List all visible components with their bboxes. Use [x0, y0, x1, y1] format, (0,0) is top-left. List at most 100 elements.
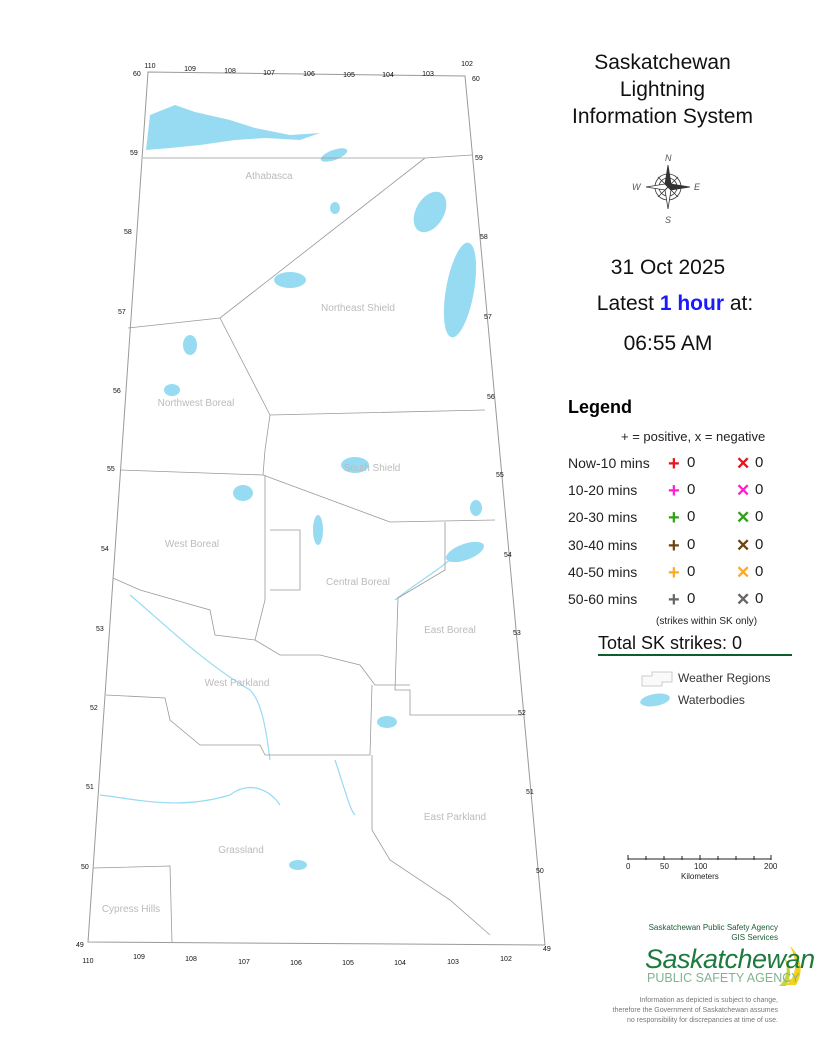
positive-strike-icon: + [668, 507, 680, 530]
page-title: Saskatchewan Lightning Information Syste… [540, 49, 785, 130]
region-label: Northwest Boreal [158, 398, 235, 409]
lon-label: 106 [303, 71, 315, 78]
negative-count: 0 [755, 535, 764, 553]
positive-count: 0 [687, 481, 696, 499]
region-label: Athabasca [245, 171, 293, 182]
title-line: Information System [572, 105, 753, 128]
latest-period: Latest 1 hour at: [545, 292, 805, 316]
lon-label: 109 [133, 954, 145, 961]
logo-main: Saskatchewan [645, 944, 815, 974]
lat-label: 51 [526, 789, 534, 796]
negative-strike-icon: ✕ [736, 481, 751, 501]
legend-row-label: 40-50 mins [568, 563, 638, 580]
negative-count: 0 [755, 590, 764, 607]
region-label: South Shield [344, 463, 401, 474]
compass-rose-icon: N W E S [632, 153, 701, 225]
region-label: West Boreal [165, 539, 219, 550]
region-label: East Parkland [424, 812, 486, 823]
region-label: East Boreal [424, 625, 476, 636]
positive-strike-icon: + [668, 534, 680, 557]
lon-label: 108 [185, 956, 197, 963]
agency-credit: Saskatchewan Public Safety Agency GIS Se… [649, 923, 778, 943]
region-label: Grassland [218, 845, 264, 856]
logo-sub: PUBLIC SAFETY AGENCY [647, 971, 800, 985]
agency-name: Saskatchewan Public Safety Agency [648, 923, 778, 932]
legend-key: + = positive, x = negative [621, 429, 766, 444]
lat-label: 59 [130, 150, 138, 157]
positive-strike-icon: + [668, 480, 680, 503]
total-strikes: Total SK strikes: 0 [598, 633, 792, 656]
waterbodies-label: Waterbodies [678, 693, 745, 707]
agency-dept: GIS Services [731, 933, 778, 942]
scale-tick: 100 [694, 862, 708, 871]
lat-label: 49 [543, 946, 551, 953]
lon-label: 105 [343, 72, 355, 79]
lat-labels: 60 59 58 57 56 55 54 53 52 51 50 49 60 5… [76, 71, 551, 953]
positive-count: 0 [687, 590, 696, 607]
scale-tick: 200 [764, 862, 778, 871]
lon-label: 106 [290, 960, 302, 967]
lon-label: 108 [224, 68, 236, 75]
weather-regions-swatch-icon [641, 671, 673, 687]
legend-row-label: 20-30 mins [568, 509, 638, 526]
negative-strike-icon: ✕ [736, 454, 751, 473]
positive-count: 0 [687, 562, 696, 580]
lon-label: 110 [144, 63, 155, 70]
lon-label: 104 [382, 72, 394, 79]
agency-logo-icon [779, 946, 801, 986]
negative-count: 0 [755, 562, 764, 580]
latest-prefix: Latest [596, 292, 660, 315]
lat-label: 52 [518, 710, 526, 717]
lat-label: 52 [90, 705, 98, 712]
lat-label: 55 [107, 466, 115, 473]
svg-text:E: E [694, 182, 701, 192]
lat-label: 51 [86, 784, 94, 791]
waterbodies-swatch-icon [640, 693, 670, 707]
lat-label: 60 [133, 71, 141, 78]
lat-label: 50 [536, 868, 544, 875]
disclaimer-line: therefore the Government of Saskatchewan… [612, 1007, 778, 1014]
negative-strike-icon: ✕ [736, 562, 751, 582]
lon-label: 102 [461, 61, 473, 68]
weather-region-boundaries [92, 154, 522, 943]
rivers [99, 554, 456, 816]
lat-label: 54 [504, 552, 512, 559]
lat-label: 55 [496, 472, 504, 479]
scale-unit: Kilometers [681, 872, 719, 881]
lat-label: 56 [113, 388, 121, 395]
lon-label: 102 [500, 956, 512, 963]
lon-label: 103 [422, 71, 434, 78]
negative-strike-icon: ✕ [736, 508, 751, 528]
disclaimer-line: no responsibility for discrepancies at t… [627, 1017, 778, 1024]
region-label: West Parkland [205, 678, 270, 689]
negative-count: 0 [755, 481, 764, 499]
positive-strike-icon: + [668, 561, 680, 584]
region-labels: Athabasca Northeast Shield Northwest Bor… [102, 171, 486, 915]
lat-label: 49 [76, 942, 84, 949]
lat-label: 57 [118, 309, 126, 316]
positive-count: 0 [687, 454, 696, 471]
legend-row-label: 30-40 mins [568, 536, 638, 553]
svg-text:N: N [665, 153, 672, 163]
svg-text:W: W [632, 182, 642, 192]
time: 06:55 AM [623, 332, 713, 355]
region-label: Cypress Hills [102, 904, 160, 915]
legend-row-label: 10-20 mins [568, 482, 638, 499]
lat-label: 54 [101, 546, 109, 553]
disclaimer: Information as depicted is subject to ch… [613, 996, 778, 1026]
lat-label: 58 [480, 234, 488, 241]
svg-text:S: S [665, 215, 671, 225]
lon-labels: 110 109 108 107 106 105 104 103 102 110 … [82, 61, 512, 967]
lon-label: 107 [238, 959, 250, 966]
negative-count: 0 [755, 508, 764, 526]
latest-highlight: 1 hour [659, 292, 725, 315]
legend-row-label: 50-60 mins [568, 591, 638, 607]
positive-count: 0 [687, 535, 696, 553]
negative-strike-icon: ✕ [736, 590, 751, 609]
legend-note: (strikes within SK only) [656, 616, 758, 627]
lat-label: 53 [96, 626, 104, 633]
lon-label: 107 [263, 70, 275, 77]
scale-tick: 50 [660, 862, 669, 871]
lon-label: 110 [82, 958, 93, 965]
